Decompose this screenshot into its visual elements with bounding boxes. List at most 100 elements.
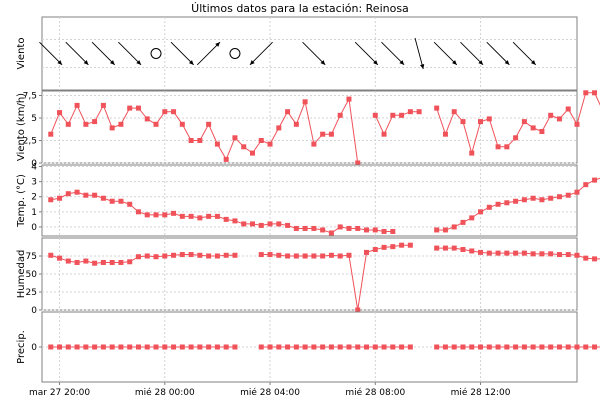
data-point bbox=[258, 222, 264, 228]
data-point bbox=[469, 344, 475, 350]
data-point bbox=[548, 344, 554, 350]
data-point bbox=[171, 344, 177, 350]
data-point bbox=[548, 112, 554, 118]
data-point bbox=[276, 125, 282, 131]
data-point bbox=[407, 344, 413, 350]
data-point bbox=[153, 344, 159, 350]
data-point bbox=[100, 259, 106, 265]
data-point bbox=[556, 344, 562, 350]
data-point bbox=[171, 210, 177, 216]
data-point bbox=[390, 228, 396, 234]
calm-marker bbox=[150, 48, 162, 59]
data-point bbox=[241, 221, 247, 227]
panel-wind_speed: Viento (km/h) 0 2,5 5 7,5 bbox=[16, 90, 600, 169]
data-point bbox=[390, 244, 396, 250]
data-point bbox=[127, 201, 133, 207]
data-point bbox=[285, 344, 291, 350]
data-point bbox=[583, 90, 589, 96]
data-point bbox=[390, 344, 396, 350]
wind-arrow bbox=[460, 41, 484, 66]
panel-wind_dir: Viento bbox=[16, 16, 578, 91]
data-point bbox=[100, 102, 106, 108]
data-point bbox=[267, 344, 273, 350]
data-point bbox=[232, 344, 238, 350]
x-tick-label: mar 27 20:00 bbox=[29, 388, 90, 398]
data-point bbox=[530, 125, 536, 131]
y-tick-label: 0 bbox=[31, 159, 37, 169]
data-point bbox=[495, 250, 501, 256]
data-point bbox=[364, 249, 370, 255]
data-point bbox=[460, 119, 466, 125]
data-point bbox=[302, 253, 308, 259]
data-point bbox=[293, 344, 299, 350]
data-point bbox=[214, 344, 220, 350]
series-line bbox=[50, 97, 359, 164]
data-point bbox=[267, 141, 273, 147]
data-point bbox=[337, 224, 343, 230]
data-point bbox=[364, 344, 370, 350]
data-point bbox=[346, 252, 352, 258]
data-point bbox=[521, 119, 527, 125]
data-point bbox=[451, 109, 457, 115]
data-point bbox=[57, 255, 63, 261]
data-point bbox=[451, 224, 457, 230]
data-point bbox=[381, 244, 387, 250]
data-point bbox=[556, 116, 562, 122]
data-point bbox=[574, 189, 580, 195]
data-point bbox=[92, 192, 98, 198]
wind-arrow bbox=[65, 41, 89, 66]
data-point bbox=[592, 344, 598, 350]
data-point bbox=[486, 344, 492, 350]
data-point bbox=[346, 96, 352, 102]
data-point bbox=[223, 156, 229, 162]
data-point bbox=[258, 252, 264, 258]
data-point bbox=[153, 254, 159, 260]
data-point bbox=[293, 225, 299, 231]
data-point bbox=[285, 253, 291, 259]
data-point bbox=[311, 344, 317, 350]
y-tick-label: 7,5 bbox=[23, 92, 37, 102]
data-point bbox=[83, 121, 89, 127]
data-point bbox=[451, 344, 457, 350]
wind-arrow-head bbox=[420, 64, 425, 69]
data-point bbox=[539, 129, 545, 134]
y-axis-label: Viento (km/h) bbox=[16, 93, 27, 161]
data-point bbox=[451, 245, 457, 251]
data-point bbox=[214, 213, 220, 219]
wind-arrow bbox=[302, 41, 326, 66]
data-point bbox=[57, 110, 63, 116]
panel-humidity: Humedad 0 25 50 75 bbox=[16, 237, 600, 316]
data-point bbox=[337, 112, 343, 118]
wind-arrow-head bbox=[109, 60, 115, 65]
data-point bbox=[548, 251, 554, 257]
data-point bbox=[592, 177, 598, 183]
data-point bbox=[197, 215, 203, 221]
y-tick-label: 50 bbox=[26, 270, 38, 280]
wind-arrow bbox=[433, 41, 458, 66]
data-point bbox=[276, 221, 282, 227]
data-point bbox=[416, 109, 422, 115]
wind-arrow-head bbox=[57, 60, 63, 65]
y-tick-label: 3 bbox=[31, 178, 37, 188]
data-point bbox=[469, 150, 475, 156]
data-point bbox=[109, 259, 115, 265]
y-tick-label: 75 bbox=[26, 252, 37, 262]
data-point bbox=[539, 344, 545, 350]
wind-arrow-head bbox=[249, 60, 255, 65]
data-point bbox=[48, 197, 54, 203]
data-point bbox=[486, 204, 492, 210]
data-point bbox=[83, 258, 89, 264]
wind-arrow bbox=[39, 41, 63, 66]
y-tick-label: 2 bbox=[31, 193, 37, 203]
data-point bbox=[495, 201, 501, 207]
data-point bbox=[486, 250, 492, 256]
data-point bbox=[530, 195, 536, 201]
wind-arrow bbox=[381, 41, 405, 66]
data-point bbox=[495, 144, 501, 150]
data-point bbox=[276, 252, 282, 258]
data-point bbox=[434, 227, 440, 233]
data-point bbox=[504, 344, 510, 350]
data-point bbox=[399, 112, 405, 118]
wind-arrow-head bbox=[452, 60, 457, 65]
data-point bbox=[118, 121, 124, 127]
